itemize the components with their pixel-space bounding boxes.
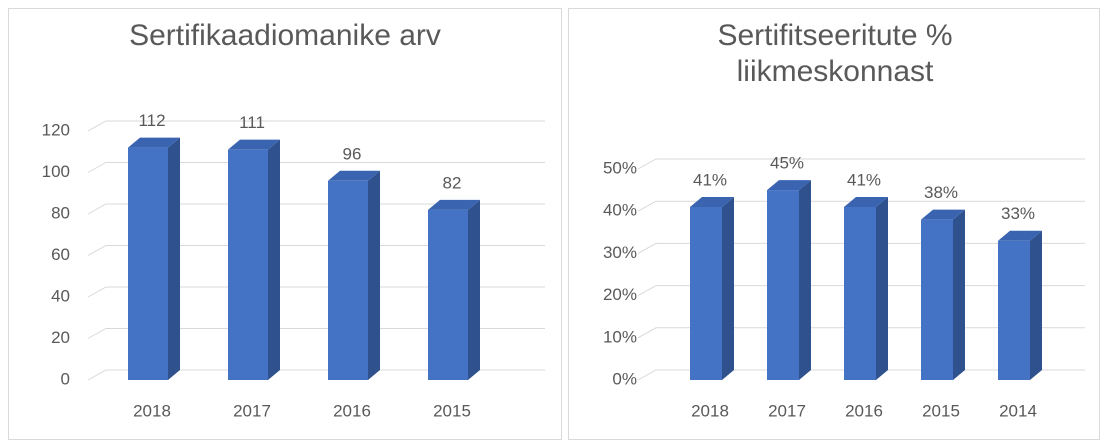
- bar-top: [128, 137, 180, 148]
- grid-line: [637, 158, 1085, 170]
- x-tick-label: 2018: [691, 401, 729, 420]
- bar: [428, 209, 468, 380]
- chart-title: Sertifitseeritute % liikmeskonnast: [717, 19, 953, 88]
- data-label: 33%: [1001, 204, 1035, 223]
- data-label: 38%: [924, 183, 958, 202]
- grid-line: [87, 328, 545, 339]
- bar-side: [722, 196, 734, 380]
- data-label: 41%: [693, 170, 727, 189]
- y-tick-label: 10%: [603, 327, 637, 346]
- bar-top: [767, 180, 811, 191]
- data-label: 45%: [770, 154, 804, 173]
- grid-line: [87, 203, 545, 215]
- grid-line: [87, 162, 545, 173]
- y-tick-label: 30%: [603, 243, 637, 262]
- y-tick-label: 40: [51, 286, 70, 305]
- bar-top: [428, 199, 480, 210]
- data-label: 41%: [847, 170, 881, 189]
- bar: [844, 206, 876, 380]
- bar-side: [168, 137, 180, 380]
- bar-side: [876, 196, 888, 380]
- x-tick-label: 2016: [845, 401, 883, 420]
- bar-top: [690, 196, 734, 207]
- bar-side: [368, 170, 380, 380]
- bar-top: [921, 209, 965, 220]
- y-tick-label: 60: [51, 245, 70, 264]
- bar-side: [953, 209, 965, 380]
- bar-side: [799, 180, 811, 380]
- bar: [921, 219, 953, 380]
- bar: [128, 147, 168, 380]
- y-tick-label: 0%: [612, 369, 637, 388]
- x-tick-label: 2015: [922, 401, 960, 420]
- bar: [328, 180, 368, 380]
- x-tick-label: 2017: [768, 401, 806, 420]
- data-label: 96: [343, 144, 362, 163]
- y-tick-label: 0: [61, 369, 70, 388]
- y-tick-label: 120: [42, 120, 70, 139]
- grid-line: [87, 245, 545, 256]
- bar-top: [228, 139, 280, 150]
- bar-side: [268, 139, 280, 380]
- x-tick-label: 2018: [133, 401, 171, 420]
- bar-side: [1030, 230, 1042, 380]
- y-tick-label: 20%: [603, 285, 637, 304]
- x-tick-label: 2014: [999, 401, 1037, 420]
- y-tick-label: 50%: [603, 158, 637, 177]
- data-label: 82: [443, 173, 462, 192]
- bar: [690, 206, 722, 380]
- y-tick-label: 40%: [603, 201, 637, 220]
- grid-line: [87, 286, 545, 298]
- bar: [998, 240, 1030, 380]
- data-label: 112: [138, 111, 165, 130]
- grid-line: [87, 120, 545, 132]
- x-tick-label: 2017: [233, 401, 271, 420]
- bar: [767, 190, 799, 380]
- x-tick-label: 2016: [333, 401, 371, 420]
- y-tick-label: 80: [51, 203, 70, 222]
- bar-top: [844, 196, 888, 207]
- bar: [228, 149, 268, 380]
- grid-line: [87, 369, 545, 381]
- bar-top: [998, 230, 1042, 241]
- chart-title: Sertifikaadiomanike arv: [129, 19, 441, 52]
- x-tick-label: 2015: [433, 401, 471, 420]
- y-tick-label: 20: [51, 328, 70, 347]
- y-tick-label: 100: [42, 162, 70, 181]
- bar-top: [328, 170, 380, 181]
- bar-side: [468, 199, 480, 380]
- grid-line: [637, 200, 1085, 212]
- data-label: 111: [239, 113, 265, 132]
